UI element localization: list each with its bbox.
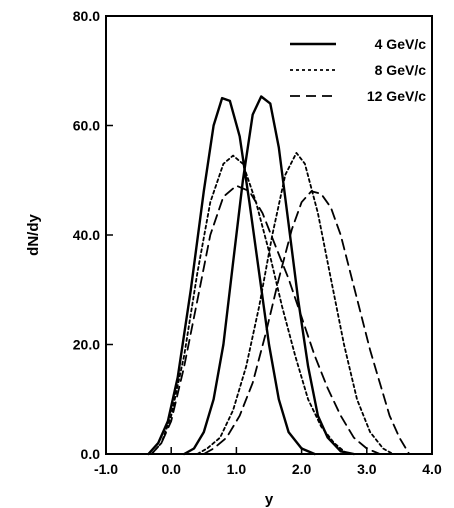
legend-label: 12 GeV/c bbox=[367, 88, 426, 104]
y-tick-label: 40.0 bbox=[73, 227, 100, 243]
x-tick-label: 1.0 bbox=[227, 461, 247, 477]
series-line-dashed-2 bbox=[202, 190, 411, 455]
series-line-dotted-1 bbox=[150, 154, 349, 455]
series-line-solid-2 bbox=[183, 95, 355, 456]
x-axis-label: y bbox=[265, 491, 274, 508]
series-curves bbox=[147, 95, 411, 456]
y-tick-label: 80.0 bbox=[73, 8, 100, 24]
legend-label: 8 GeV/c bbox=[375, 62, 427, 78]
x-tick-label: 2.0 bbox=[292, 461, 312, 477]
y-tick-label: 20.0 bbox=[73, 337, 100, 353]
legend: 4 GeV/c 8 GeV/c 12 GeV/c bbox=[290, 36, 426, 104]
x-tick-label: 3.0 bbox=[357, 461, 377, 477]
x-tick-label: 0.0 bbox=[161, 461, 181, 477]
y-tick-label: 60.0 bbox=[73, 118, 100, 134]
plot-frame bbox=[105, 15, 433, 455]
axis-ticks: -1.0 0.0 1.0 2.0 3.0 4.00.020.040.060.080.0 bbox=[73, 8, 442, 477]
x-tick-label: 4.0 bbox=[422, 461, 442, 477]
y-tick-label: 0.0 bbox=[81, 446, 101, 462]
series-line-solid-1 bbox=[147, 96, 316, 456]
series-line-dotted-2 bbox=[196, 152, 394, 455]
legend-label: 4 GeV/c bbox=[375, 36, 427, 52]
series-line-dashed-1 bbox=[150, 184, 381, 455]
x-tick-label: -1.0 bbox=[94, 461, 118, 477]
y-axis-label: dN/dy bbox=[25, 214, 42, 256]
